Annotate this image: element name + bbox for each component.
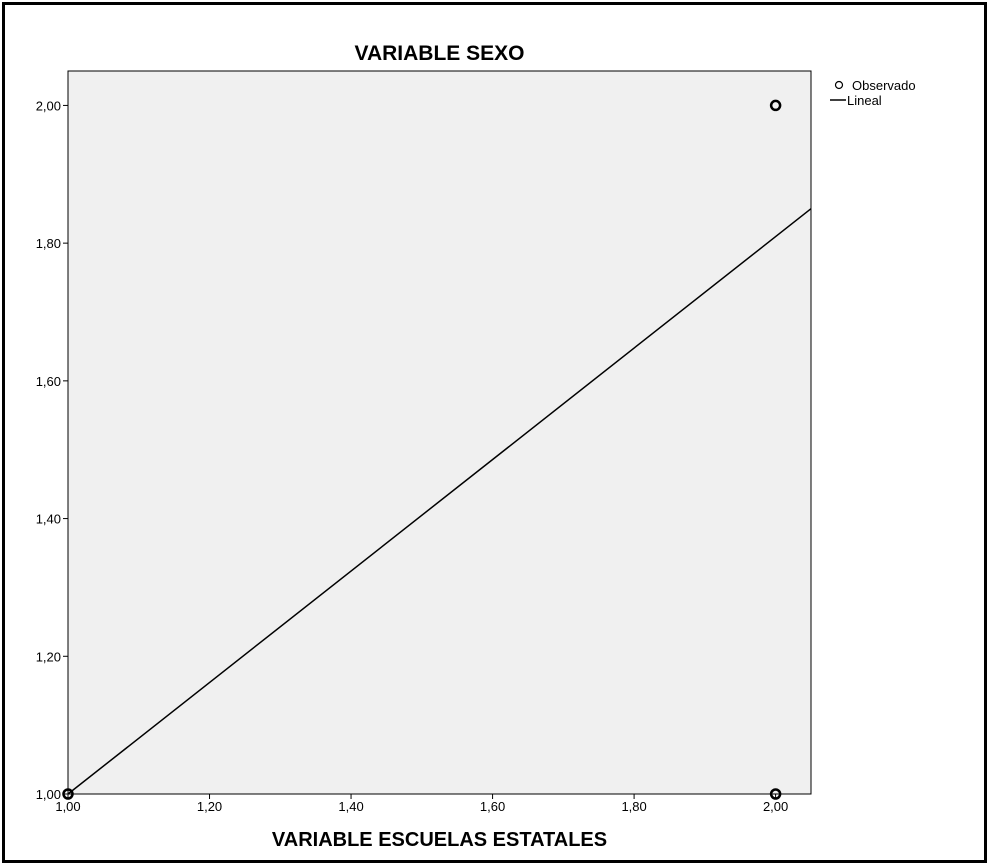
legend-label: Observado <box>852 78 916 93</box>
x-tick-label: 1,20 <box>197 799 222 814</box>
y-tick-label: 1,80 <box>36 236 61 251</box>
y-tick-label: 1,00 <box>36 787 61 802</box>
x-axis-title: VARIABLE ESCUELAS ESTATALES <box>272 829 607 851</box>
y-tick-label: 1,60 <box>36 374 61 389</box>
chart-title: VARIABLE SEXO <box>355 42 525 65</box>
plot-layer: 1,00 1,20 1,40 1,60 1,80 2,00 1,00 1,20 1,40 1,60… <box>36 70 812 814</box>
data-point-observado <box>769 788 782 800</box>
chart-svg: 1,00 1,20 1,40 1,60 1,80 2,00 1,00 1,20 1,40 1,60… <box>36 42 916 851</box>
x-tick-label: 1,40 <box>338 799 363 814</box>
y-tick-label: 1,40 <box>36 512 61 527</box>
plot-area <box>67 70 812 795</box>
x-tick-label: 1,60 <box>480 799 505 814</box>
x-tick-label: 1,00 <box>55 799 80 814</box>
legend-swatch-marker <box>834 80 844 90</box>
y-tick-label: 2,00 <box>36 98 61 113</box>
x-tick-label: 1,80 <box>621 799 646 814</box>
data-point-observado <box>62 788 74 800</box>
fit-line-lineal <box>67 208 812 795</box>
y-tick-label: 1,20 <box>36 649 61 664</box>
data-point-observado <box>769 99 782 112</box>
legend-label: Lineal <box>847 93 882 108</box>
x-tick-label: 2,00 <box>763 799 788 814</box>
